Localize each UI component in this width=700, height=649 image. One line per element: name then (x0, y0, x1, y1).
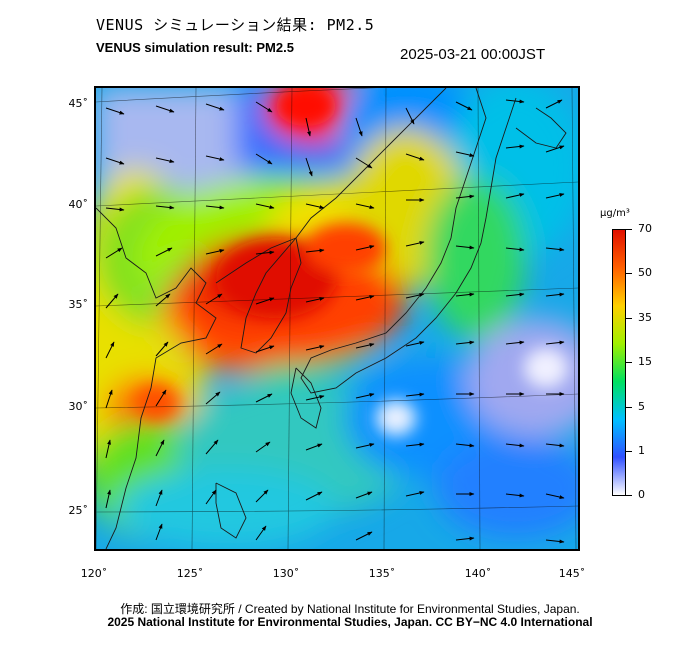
lat-label-45: 45˚ (68, 97, 89, 110)
colorbar-tick (626, 273, 632, 274)
concentration-field (96, 88, 578, 548)
credit-jp: 作成: 国立環境研究所 / Created by National Instit… (120, 602, 580, 616)
lat-label-25: 25˚ (68, 504, 89, 517)
coastlines (96, 88, 567, 549)
colorbar-label-15: 15 (638, 355, 652, 368)
lat-label-35: 35˚ (68, 298, 89, 311)
lon-label-140: 140˚ (464, 567, 492, 580)
colorbar-label-70: 70 (638, 222, 652, 235)
colorbar-tick (626, 229, 632, 230)
colorbar-tick (626, 451, 632, 452)
credit-en: 2025 National Institute for Environmenta… (107, 615, 593, 629)
title-jp: VENUS シミュレーション結果: PM2.5 (96, 16, 375, 34)
colorbar (612, 229, 626, 496)
lon-label-130: 130˚ (272, 567, 300, 580)
lon-label-125: 125˚ (176, 567, 204, 580)
lon-label-120: 120˚ (80, 567, 108, 580)
colorbar-tick (626, 362, 632, 363)
lon-label-135: 135˚ (368, 567, 396, 580)
title-en: VENUS simulation result: PM2.5 (96, 40, 294, 55)
colorbar-label-0: 0 (638, 488, 645, 501)
lat-label-40: 40˚ (68, 198, 89, 211)
lat-label-30: 30˚ (68, 400, 89, 413)
colorbar-label-50: 50 (638, 266, 652, 279)
colorbar-label-5: 5 (638, 400, 645, 413)
colorbar-tick (626, 407, 632, 408)
wind-arrows (105, 99, 565, 544)
colorbar-label-35: 35 (638, 311, 652, 324)
colorbar-tick (626, 495, 632, 496)
colorbar-tick (626, 318, 632, 319)
graticule (96, 88, 578, 549)
map-frame (94, 86, 580, 551)
pm25-map (96, 88, 578, 549)
hotspots (134, 88, 568, 436)
timestamp: 2025-03-21 00:00JST (400, 46, 546, 63)
colorbar-label-1: 1 (638, 444, 645, 457)
lon-label-145: 145˚ (558, 567, 586, 580)
colorbar-unit: μg/m³ (600, 208, 630, 219)
